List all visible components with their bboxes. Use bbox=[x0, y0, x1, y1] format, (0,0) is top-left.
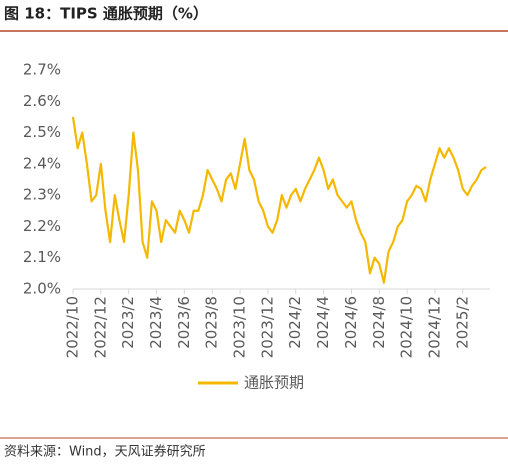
legend-label: 通胀预期 bbox=[244, 374, 304, 392]
x-tick-label: 2023/12 bbox=[258, 296, 276, 358]
x-tick-label: 2023/4 bbox=[147, 296, 165, 349]
x-tick-label: 2022/12 bbox=[91, 296, 109, 358]
data-line bbox=[71, 116, 487, 284]
y-tick-label: 2.0% bbox=[23, 280, 61, 298]
x-tick-label: 2024/10 bbox=[398, 296, 416, 358]
x-tick-label: 2024/8 bbox=[370, 296, 388, 349]
y-tick-label: 2.7% bbox=[23, 61, 61, 79]
chart-title: 图 18：TIPS 通胀预期（%） bbox=[4, 5, 208, 23]
y-tick-label: 2.3% bbox=[23, 186, 61, 204]
source-note: 资料来源：Wind，天风证券研究所 bbox=[4, 444, 206, 460]
y-tick-label: 2.4% bbox=[23, 154, 61, 172]
x-tick-label: 2023/8 bbox=[203, 296, 221, 349]
x-tick-label: 2024/12 bbox=[425, 296, 443, 358]
x-tick-label: 2023/2 bbox=[119, 296, 137, 349]
y-tick-label: 2.5% bbox=[23, 123, 61, 141]
x-tick-label: 2024/2 bbox=[286, 296, 304, 349]
y-tick-label: 2.2% bbox=[23, 217, 61, 235]
y-tick-label: 2.1% bbox=[23, 248, 61, 266]
x-tick-label: 2022/10 bbox=[64, 296, 82, 358]
x-tick-label: 2023/10 bbox=[231, 296, 249, 358]
x-tick-label: 2024/4 bbox=[314, 296, 332, 349]
x-tick-label: 2023/6 bbox=[175, 296, 193, 349]
y-tick-label: 2.6% bbox=[23, 92, 61, 110]
x-tick-label: 2025/2 bbox=[453, 296, 471, 349]
x-tick-label: 2024/6 bbox=[342, 296, 360, 349]
